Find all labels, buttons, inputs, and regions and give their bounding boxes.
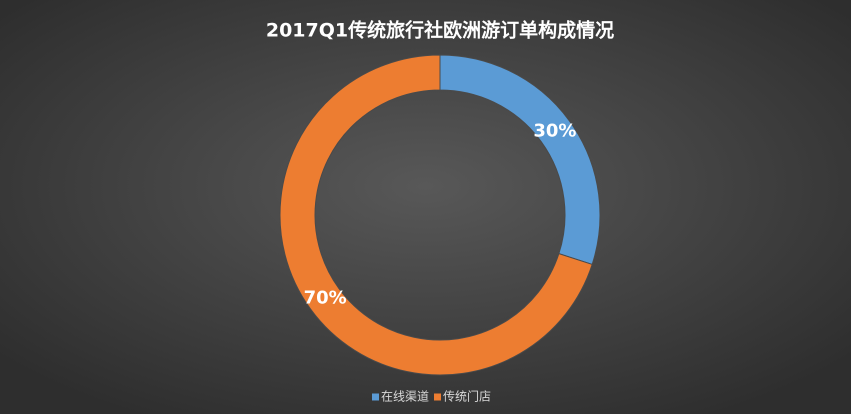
legend-label: 在线渠道 — [381, 390, 429, 404]
data-label: 70% — [304, 287, 347, 308]
chart-title: 2017Q1传统旅行社欧洲游订单构成情况 — [266, 19, 614, 42]
legend-label: 传统门店 — [443, 389, 491, 404]
legend-swatch — [372, 393, 379, 401]
data-label: 30% — [533, 121, 576, 142]
donut-slice — [279, 54, 593, 376]
legend-swatch — [434, 393, 441, 401]
